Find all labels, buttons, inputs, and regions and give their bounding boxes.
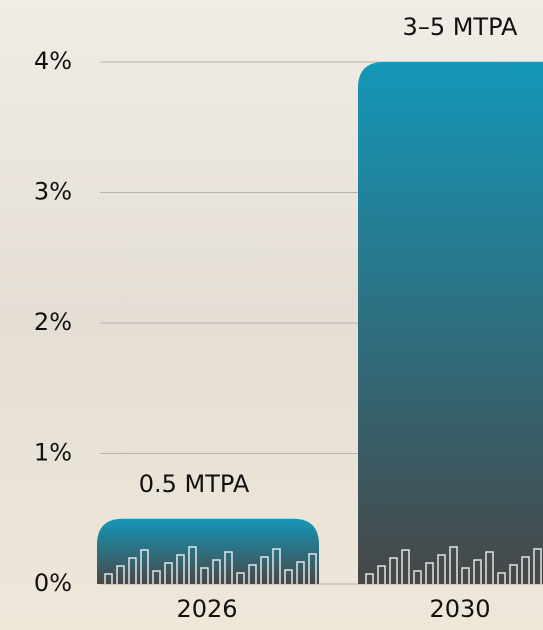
bar (358, 62, 543, 584)
y-tick-label: 1% (34, 439, 72, 467)
page: 0%1%2%3%4%0.5 MTPA20263–5 MTPA2030 (() =… (0, 0, 543, 630)
chart: 0% 1% 2% 3% 4% 0.5 MTPA 2026 3–5 MTPA 2030 (0, 0, 543, 630)
x-tick-label: 2030 (429, 595, 490, 623)
value-label: 3–5 MTPA (403, 13, 518, 41)
y-tick-label: 2% (34, 308, 72, 336)
value-label: 0.5 MTPA (139, 470, 250, 498)
y-tick-label: 4% (34, 47, 72, 75)
y-tick-label: 0% (34, 569, 72, 597)
x-tick-label: 2026 (176, 595, 237, 623)
y-tick-label: 3% (34, 178, 72, 206)
